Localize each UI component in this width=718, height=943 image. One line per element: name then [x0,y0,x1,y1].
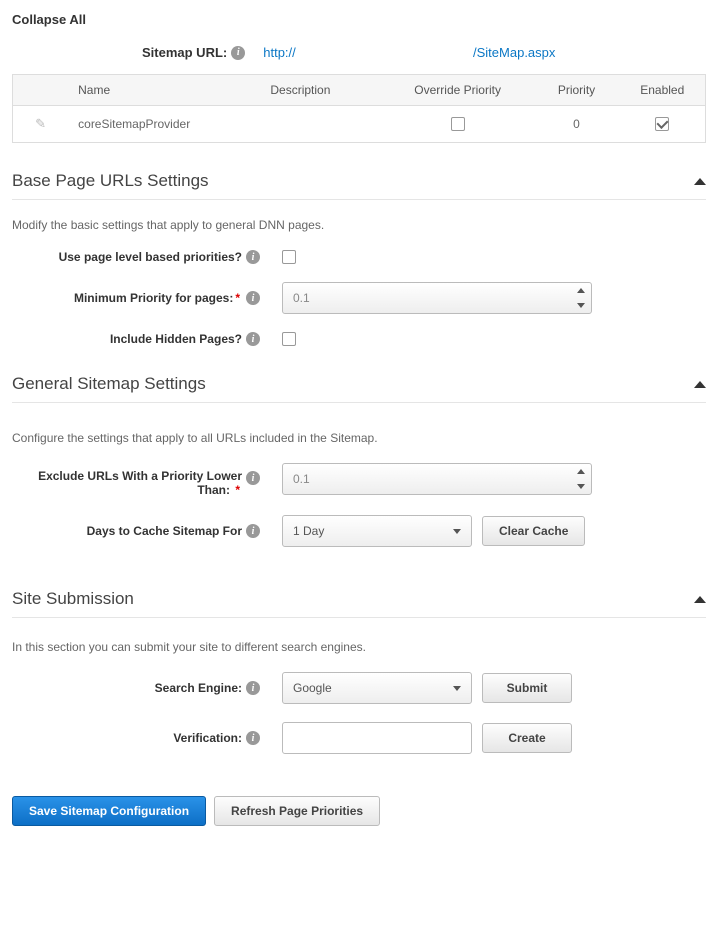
spin-down[interactable] [571,298,591,313]
search-engine-value: Google [293,681,332,695]
cell-name: coreSitemapProvider [68,106,260,143]
exclude-priority-field[interactable] [283,464,571,494]
spin-up[interactable] [571,464,591,479]
info-icon[interactable]: i [231,46,245,60]
sitemap-url-link[interactable]: http:// /SiteMap.aspx [263,45,555,60]
use-page-level-label: Use page level based priorities? [59,250,242,264]
exclude-label: Exclude URLs With a Priority Lower Than: [38,469,242,497]
min-priority-input[interactable] [282,282,592,314]
cache-days-value: 1 Day [293,524,324,538]
submit-button[interactable]: Submit [482,673,572,703]
section-submission-header[interactable]: Site Submission [12,589,706,618]
verification-input[interactable] [282,722,472,754]
use-page-level-checkbox[interactable] [282,250,296,264]
section-base-title: Base Page URLs Settings [12,171,209,191]
col-name: Name [68,75,260,106]
info-icon[interactable]: i [246,731,260,745]
sitemap-url-prefix: http:// [263,45,296,60]
info-icon[interactable]: i [246,471,260,485]
col-description: Description [260,75,381,106]
info-icon[interactable]: i [246,332,260,346]
collapse-all-link[interactable]: Collapse All [12,12,706,27]
cache-days-label: Days to Cache Sitemap For [87,524,242,538]
section-submission-title: Site Submission [12,589,134,609]
include-hidden-checkbox[interactable] [282,332,296,346]
info-icon[interactable]: i [246,250,260,264]
required-marker: * [235,483,240,497]
save-button[interactable]: Save Sitemap Configuration [12,796,206,826]
search-engine-label: Search Engine: [155,681,242,695]
info-icon[interactable]: i [246,681,260,695]
col-priority: Priority [534,75,620,106]
min-priority-field[interactable] [283,283,571,313]
info-icon[interactable]: i [246,524,260,538]
info-icon[interactable]: i [246,291,260,305]
chevron-up-icon[interactable] [694,178,706,185]
clear-cache-button[interactable]: Clear Cache [482,516,585,546]
min-priority-label: Minimum Priority for pages: [74,291,233,305]
section-general-header[interactable]: General Sitemap Settings [12,374,706,403]
chevron-up-icon[interactable] [694,381,706,388]
verification-label: Verification: [173,731,242,745]
sitemap-url-row: Sitemap URL: i http:// /SiteMap.aspx [12,45,706,60]
section-base-header[interactable]: Base Page URLs Settings [12,171,706,200]
create-button[interactable]: Create [482,723,572,753]
chevron-up-icon[interactable] [694,596,706,603]
search-engine-select[interactable]: Google [282,672,472,704]
cache-days-select[interactable]: 1 Day [282,515,472,547]
section-general-desc: Configure the settings that apply to all… [12,431,706,445]
table-row: ✎ coreSitemapProvider 0 [13,106,706,143]
col-enabled: Enabled [619,75,705,106]
enabled-checkbox[interactable] [655,117,669,131]
sitemap-url-label: Sitemap URL: [142,45,227,60]
spin-up[interactable] [571,283,591,298]
include-hidden-label: Include Hidden Pages? [110,332,242,346]
col-override: Override Priority [382,75,534,106]
refresh-button[interactable]: Refresh Page Priorities [214,796,380,826]
exclude-priority-input[interactable] [282,463,592,495]
edit-icon[interactable]: ✎ [35,116,46,131]
sitemap-url-suffix: /SiteMap.aspx [473,45,555,60]
override-checkbox[interactable] [451,117,465,131]
col-edit [13,75,69,106]
spin-down[interactable] [571,479,591,494]
section-base-desc: Modify the basic settings that apply to … [12,218,706,232]
section-general-title: General Sitemap Settings [12,374,206,394]
cell-description [260,106,381,143]
providers-table: Name Description Override Priority Prior… [12,74,706,143]
required-marker: * [235,291,240,305]
section-submission-desc: In this section you can submit your site… [12,640,706,654]
cell-priority: 0 [534,106,620,143]
